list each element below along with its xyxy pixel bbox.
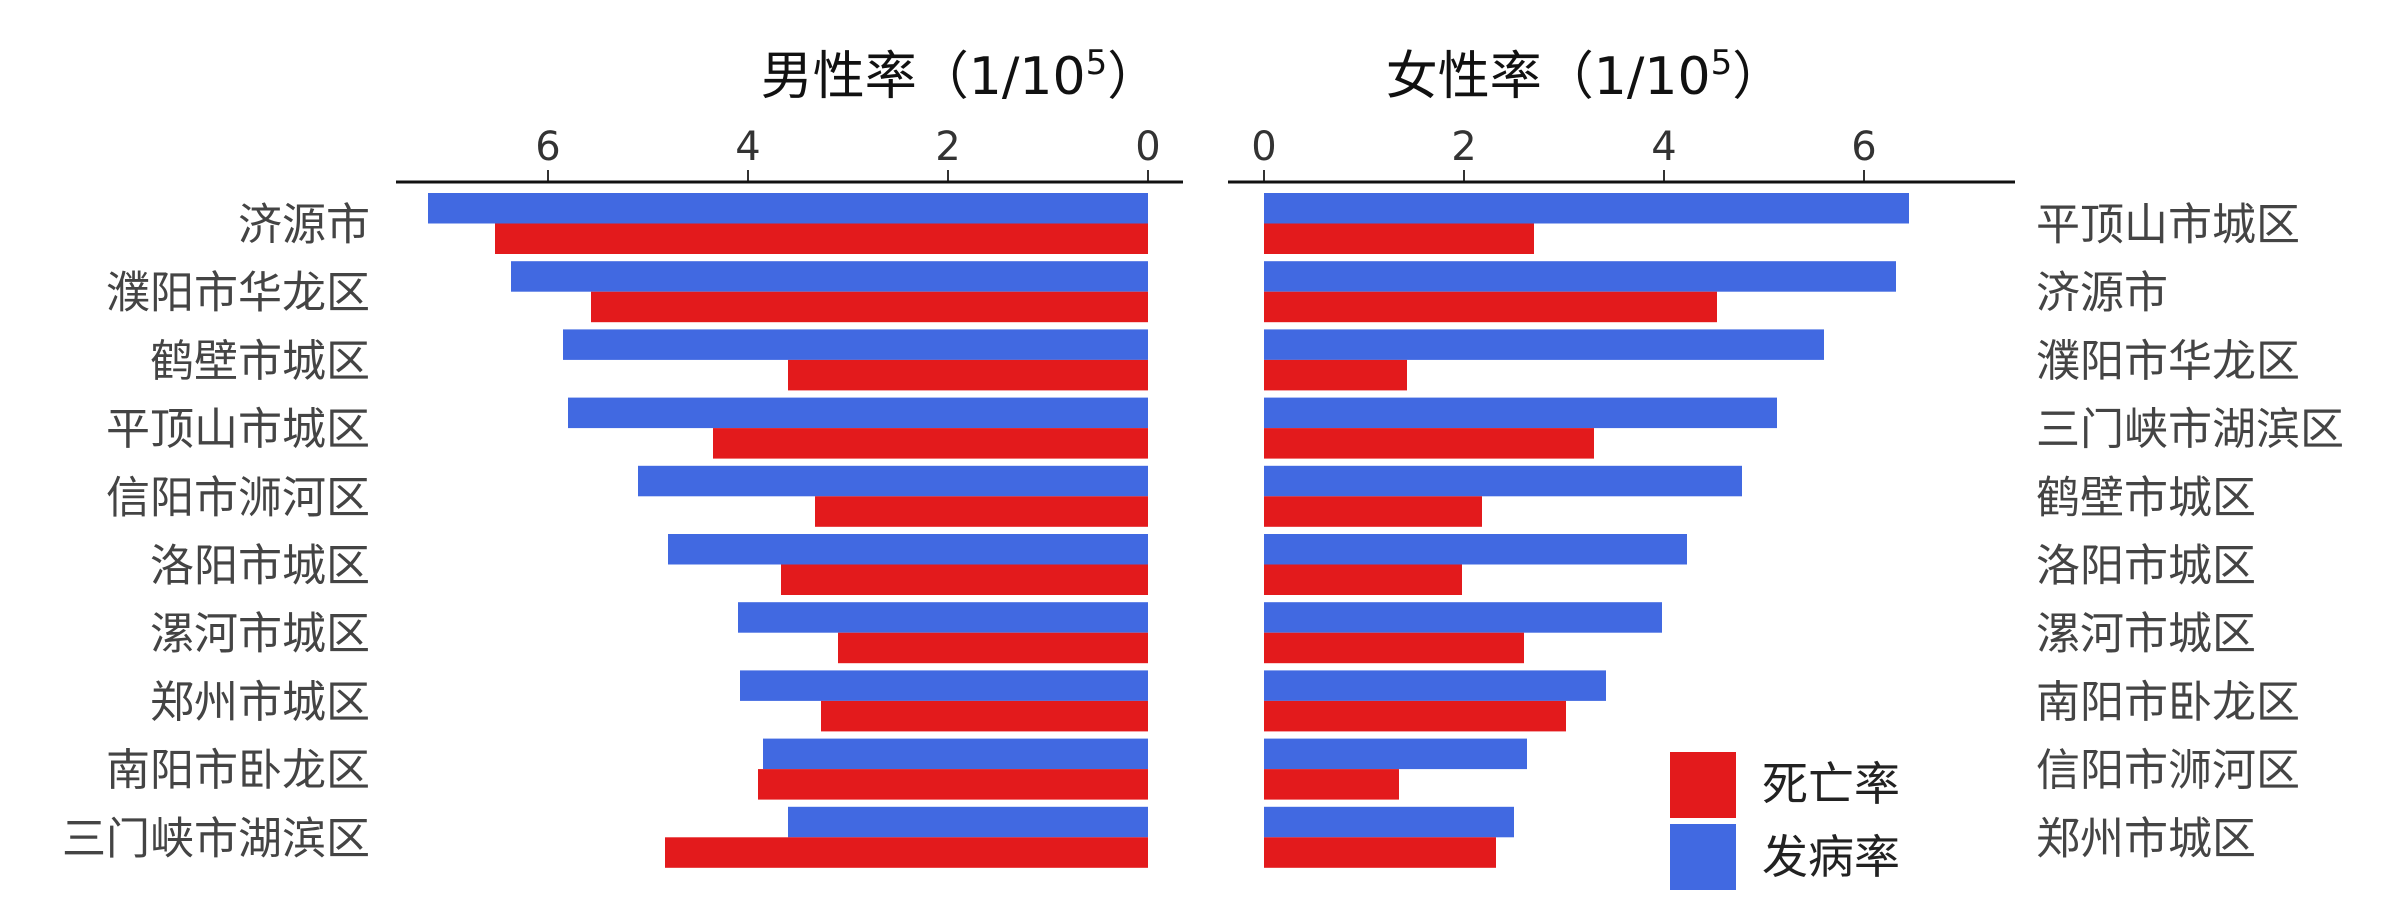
female-incidence-bar xyxy=(1264,670,1606,701)
male-category-label: 郑州市城区 xyxy=(150,677,370,728)
female-death-bar xyxy=(1264,632,1524,664)
female-death-bar xyxy=(1264,769,1399,800)
male-death-bar xyxy=(788,359,1148,391)
male-category-label: 鹤壁市城区 xyxy=(150,336,370,387)
female-category-label: 南阳市卧龙区 xyxy=(2036,677,2300,728)
male-incidence-bar xyxy=(763,738,1148,770)
male-death-bar xyxy=(713,428,1148,459)
male-death-bar xyxy=(665,837,1148,868)
female-title-sup: 5 xyxy=(1711,43,1733,83)
male-incidence-bar xyxy=(740,670,1148,701)
female-death-bar xyxy=(1264,223,1534,254)
female-category-label: 洛阳市城区 xyxy=(2036,541,2256,592)
male-title-main: 男性率（1/10 xyxy=(761,47,1086,107)
female-incidence-bar xyxy=(1264,602,1662,633)
female-category-label: 漯河市城区 xyxy=(2036,609,2256,660)
legend-swatch-death xyxy=(1670,752,1736,818)
female-title-close: ） xyxy=(1732,47,1784,107)
female-incidence-bar xyxy=(1264,534,1687,565)
male-axis-ticks: 6 4 2 0 xyxy=(535,124,1161,182)
female-tick-label: 2 xyxy=(1451,124,1476,170)
male-tick-label: 0 xyxy=(1135,124,1160,170)
female-incidence-bar xyxy=(1264,465,1742,497)
female-incidence-bar xyxy=(1264,397,1777,429)
female-death-bar xyxy=(1264,496,1482,527)
female-death-bar xyxy=(1264,359,1407,391)
female-category-label: 三门峡市湖滨区 xyxy=(2036,404,2344,455)
female-tick-label: 0 xyxy=(1251,124,1276,170)
female-category-label: 郑州市城区 xyxy=(2036,813,2256,864)
female-tick-label: 6 xyxy=(1851,124,1876,170)
female-category-label: 鹤壁市城区 xyxy=(2036,472,2256,523)
legend: 死亡率 发病率 xyxy=(1670,752,1900,890)
male-panel-title: 男性率（1/105） xyxy=(761,43,1159,107)
female-tick-label: 4 xyxy=(1651,124,1676,170)
male-category-label: 三门峡市湖滨区 xyxy=(62,813,370,864)
male-incidence-bar xyxy=(638,465,1148,497)
male-death-bar xyxy=(838,632,1148,664)
male-incidence-bar xyxy=(788,806,1148,838)
female-death-bar xyxy=(1264,428,1594,459)
male-death-bar xyxy=(781,564,1148,595)
female-panel-title: 女性率（1/105） xyxy=(1386,43,1784,107)
male-death-bar xyxy=(821,700,1148,732)
female-category-label: 信阳市浉河区 xyxy=(2036,745,2300,796)
female-incidence-bar xyxy=(1264,806,1514,838)
female-death-bar xyxy=(1264,700,1566,732)
male-death-bar xyxy=(495,223,1148,254)
male-category-label: 平顶山市城区 xyxy=(106,404,370,455)
male-category-label: 济源市 xyxy=(238,200,370,251)
female-bars xyxy=(1264,193,1909,868)
female-death-bar xyxy=(1264,291,1717,323)
male-tick-label: 2 xyxy=(935,124,960,170)
male-death-bar xyxy=(591,291,1148,323)
male-title-close: ） xyxy=(1107,47,1159,107)
male-panel: 男性率（1/105） 6 4 2 0 济源市濮阳市华龙区鹤壁市城区平顶山市城区信阳市浉… xyxy=(62,43,1183,868)
legend-swatch-incidence xyxy=(1670,824,1736,890)
legend-label-death: 死亡率 xyxy=(1762,757,1900,811)
male-bars xyxy=(428,193,1148,868)
male-category-label: 濮阳市华龙区 xyxy=(106,268,370,319)
female-incidence-bar xyxy=(1264,193,1909,224)
male-category-label: 南阳市卧龙区 xyxy=(106,745,370,796)
male-incidence-bar xyxy=(668,534,1148,565)
female-category-label: 濮阳市华龙区 xyxy=(2036,336,2300,387)
male-category-label: 信阳市浉河区 xyxy=(106,472,370,523)
male-incidence-bar xyxy=(568,397,1148,429)
female-death-bar xyxy=(1264,837,1496,868)
male-death-bar xyxy=(815,496,1148,527)
legend-label-incidence: 发病率 xyxy=(1762,830,1900,884)
female-panel: 女性率（1/105） 0 2 4 6 平顶山市城区济源市濮阳市华龙区三门峡市湖滨区鹤壁… xyxy=(1228,43,2344,868)
male-incidence-bar xyxy=(563,329,1148,360)
male-category-label: 洛阳市城区 xyxy=(150,541,370,592)
female-axis-ticks: 0 2 4 6 xyxy=(1251,124,1877,182)
female-title-main: 女性率（1/10 xyxy=(1386,47,1711,107)
male-incidence-bar xyxy=(738,602,1148,633)
female-death-bar xyxy=(1264,564,1462,595)
female-category-labels: 平顶山市城区济源市濮阳市华龙区三门峡市湖滨区鹤壁市城区洛阳市城区漯河市城区南阳市… xyxy=(2036,200,2344,865)
female-incidence-bar xyxy=(1264,738,1527,770)
female-incidence-bar xyxy=(1264,261,1896,292)
male-title-sup: 5 xyxy=(1086,43,1108,83)
male-category-labels: 济源市濮阳市华龙区鹤壁市城区平顶山市城区信阳市浉河区洛阳市城区漯河市城区郑州市城… xyxy=(62,200,370,865)
female-category-label: 济源市 xyxy=(2036,268,2168,319)
male-tick-label: 6 xyxy=(535,124,560,170)
male-tick-label: 4 xyxy=(735,124,760,170)
male-incidence-bar xyxy=(428,193,1148,224)
male-death-bar xyxy=(758,769,1148,800)
female-incidence-bar xyxy=(1264,329,1824,360)
female-category-label: 平顶山市城区 xyxy=(2036,200,2300,251)
male-incidence-bar xyxy=(511,261,1148,292)
male-category-label: 漯河市城区 xyxy=(150,609,370,660)
